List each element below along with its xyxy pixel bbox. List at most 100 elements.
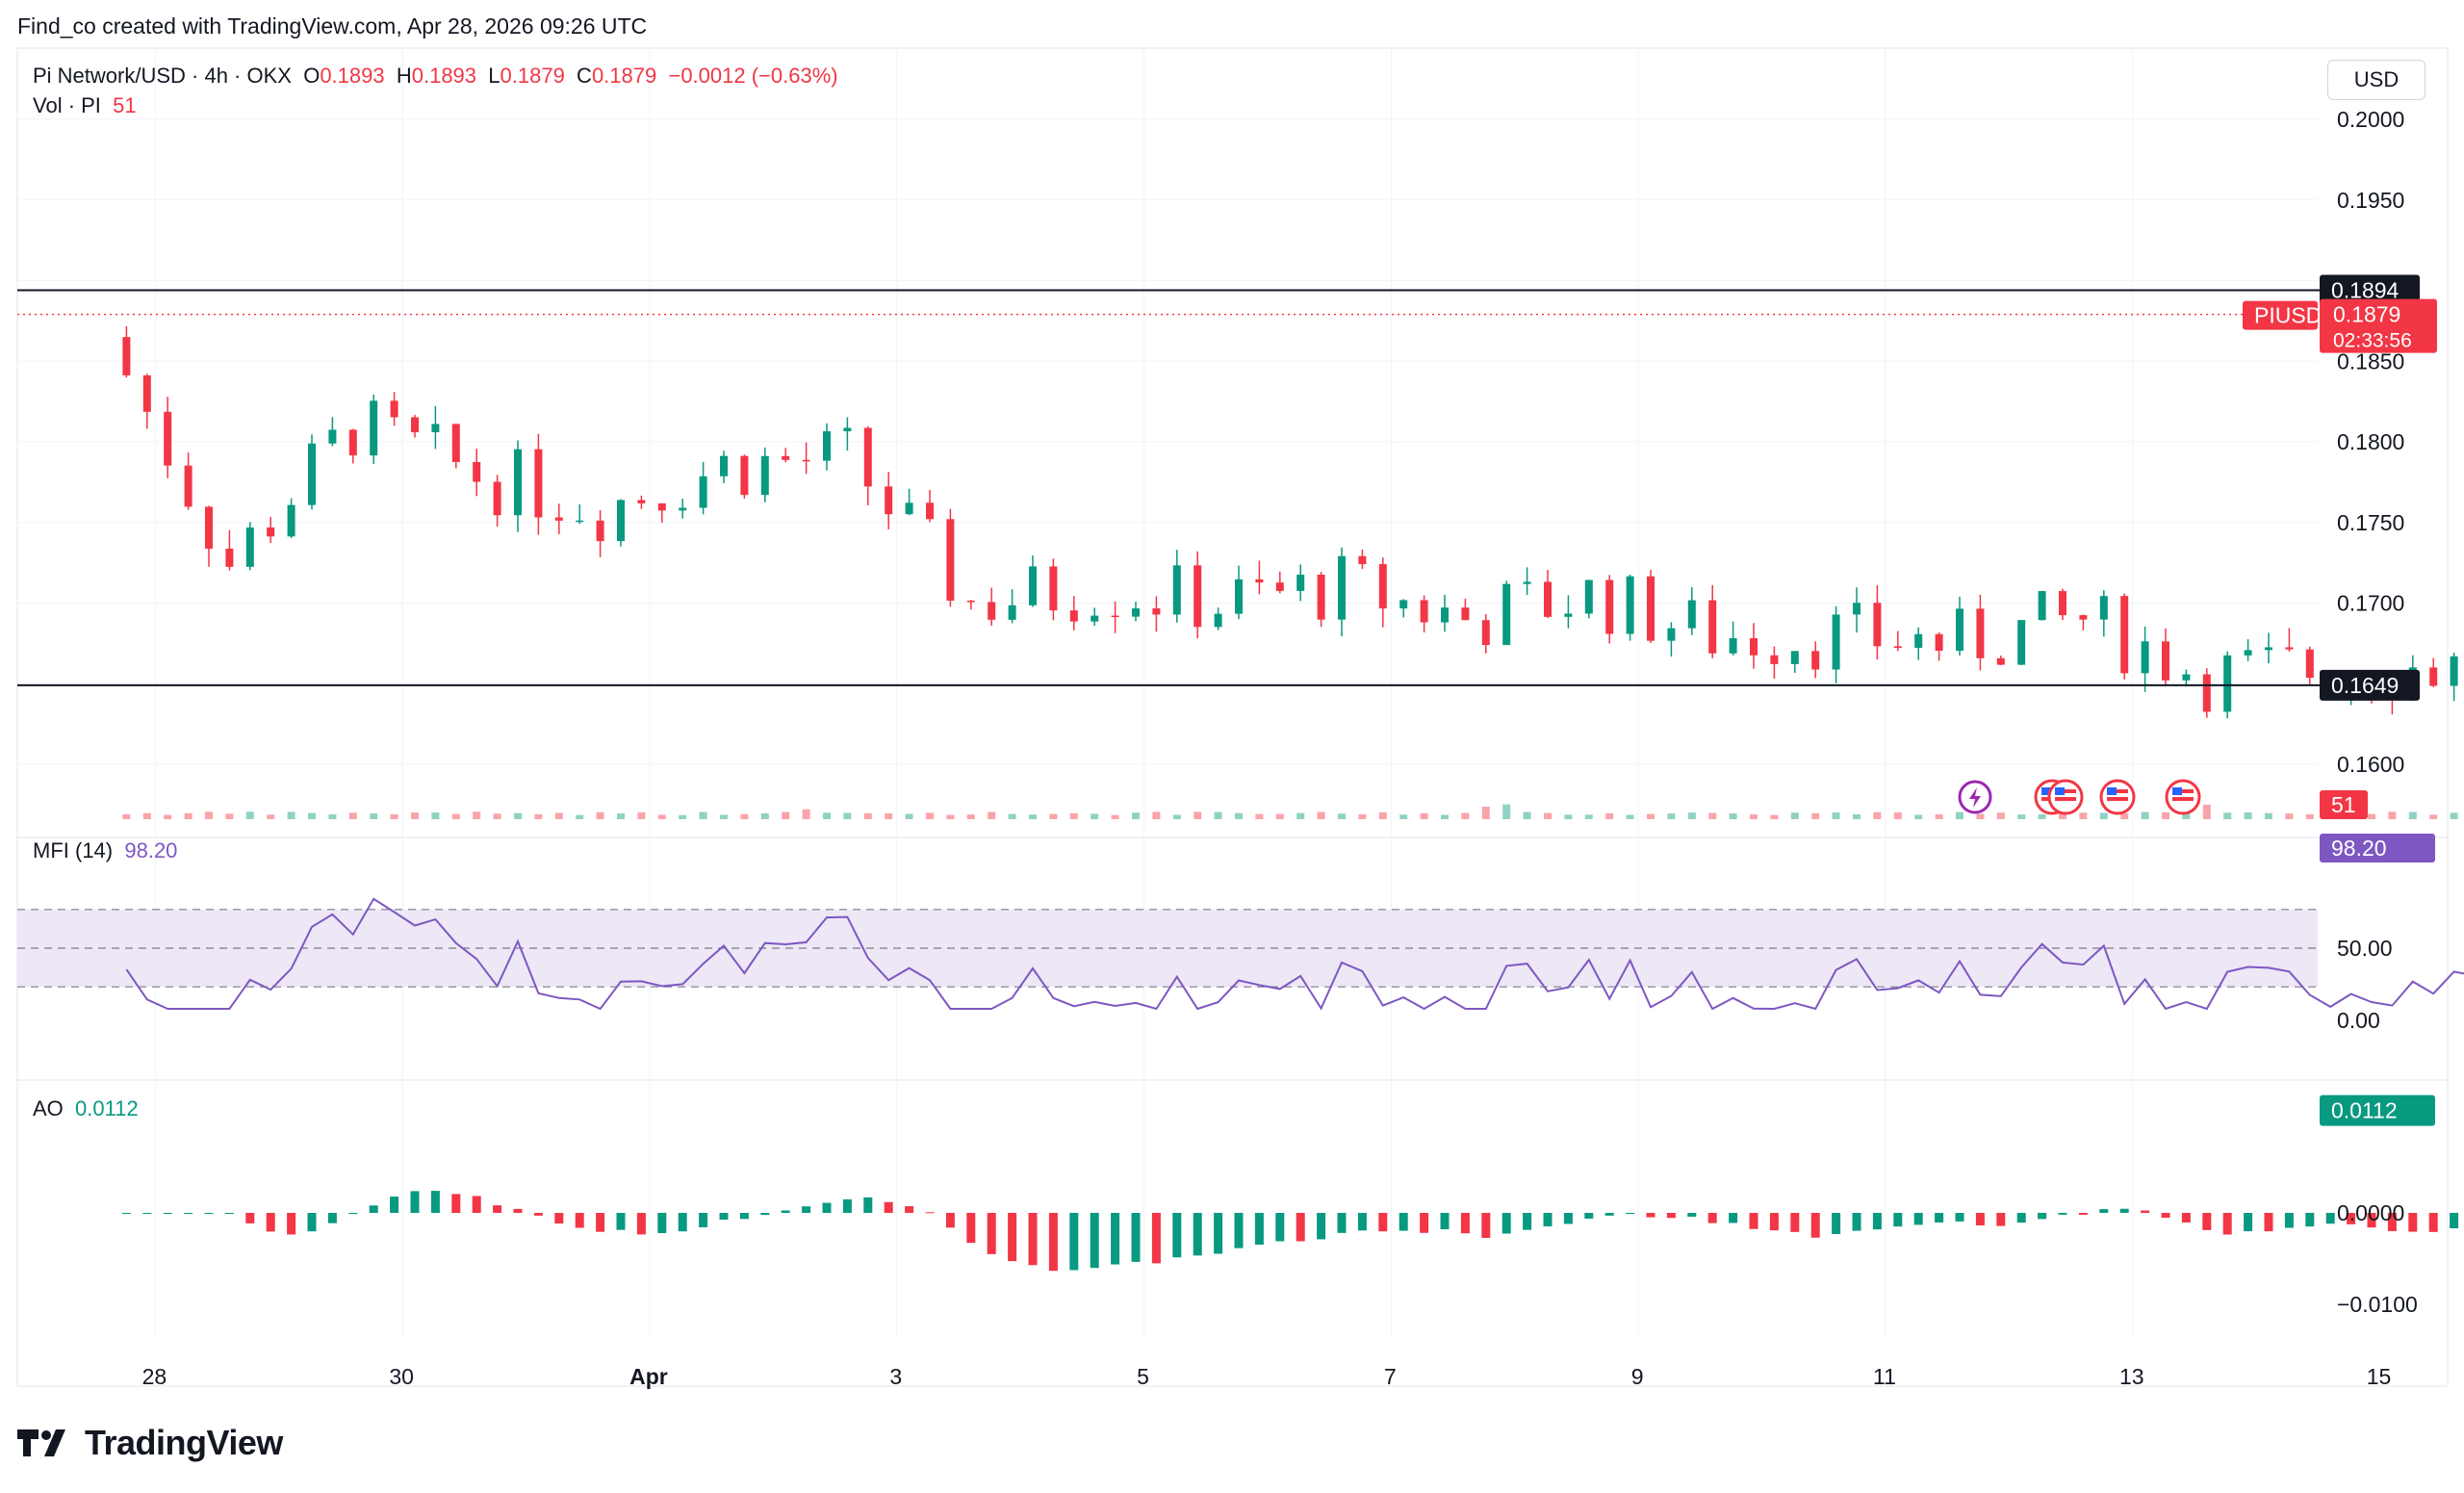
resistance-price-label-bg: [2320, 274, 2420, 306]
candle-body: [720, 455, 728, 476]
volume-bar: [1255, 813, 1264, 819]
ao-bar: [2038, 1213, 2047, 1220]
candle-body: [1605, 579, 1614, 634]
ao-bar: [266, 1213, 275, 1232]
candle-body: [2120, 596, 2129, 674]
ao-bar: [1666, 1213, 1676, 1219]
ao-bar: [2428, 1213, 2438, 1232]
candle-body: [122, 337, 131, 375]
candle-body: [1853, 603, 1861, 615]
candle-body: [2182, 674, 2191, 681]
brand-name: TradingView: [85, 1423, 283, 1462]
flag-stripe: [2055, 789, 2076, 793]
ao-bar: [1893, 1213, 1903, 1227]
chart-frame: [16, 47, 2449, 1387]
volume-bar: [617, 813, 625, 819]
candle-body: [1935, 633, 1943, 652]
volume-bar: [1461, 812, 1470, 819]
volume-bar: [1750, 814, 1758, 819]
candle-body: [245, 527, 254, 567]
candle-body: [679, 507, 687, 511]
candle-body: [699, 476, 707, 508]
ao-bar: [224, 1213, 234, 1214]
ao-bar: [781, 1210, 790, 1213]
ao-bar: [1913, 1213, 1923, 1225]
flag-stripe: [2107, 797, 2128, 801]
candle-body: [1626, 576, 1634, 634]
candle-body: [1378, 564, 1387, 609]
ao-bar: [307, 1213, 317, 1232]
ao-bar: [739, 1213, 749, 1220]
candle-body: [2223, 655, 2232, 712]
candle-body: [1564, 613, 1573, 617]
ao-bar: [1872, 1213, 1882, 1230]
candle-body: [205, 506, 213, 549]
volume-bar: [184, 812, 192, 819]
volume-bar: [740, 813, 749, 819]
volume-bar: [431, 812, 440, 819]
ao-axis-label-bg: [2320, 1094, 2435, 1126]
flag-canton: [2055, 787, 2065, 795]
volume-bar: [1296, 812, 1305, 819]
flag-stripe: [2055, 797, 2076, 801]
volume-bar: [205, 811, 213, 819]
ao-bar: [2099, 1209, 2109, 1213]
ao-bar: [1193, 1213, 1202, 1256]
volume-bar: [657, 814, 666, 819]
candle-body: [142, 374, 151, 412]
candle-body: [1255, 579, 1264, 583]
candle-body: [1914, 633, 1923, 648]
candle-body: [2079, 615, 2088, 620]
volume-bar: [2408, 811, 2417, 819]
candle-body: [1523, 581, 1531, 584]
volume-bar: [1420, 812, 1428, 819]
ao-bar: [1460, 1213, 1470, 1234]
volume-bar: [1832, 812, 1840, 819]
support-price-label: 0.1649: [2331, 673, 2399, 698]
candle-body: [164, 411, 172, 466]
volume-bar: [596, 811, 604, 819]
ao-bar: [1048, 1213, 1058, 1272]
ao-bar: [760, 1213, 770, 1216]
lightning-glyph-icon: [1969, 787, 1981, 808]
candle-body: [1667, 628, 1676, 641]
volume-bar: [679, 814, 687, 819]
ao-bar: [287, 1213, 296, 1235]
ao-bar: [616, 1213, 626, 1230]
volume-bar: [1338, 813, 1346, 819]
ao-bar: [822, 1202, 832, 1213]
price-tick-label: 0.1800: [2337, 429, 2404, 454]
time-tick-label: Apr: [629, 1364, 668, 1389]
ao-bar: [636, 1213, 646, 1235]
volume-bar: [2017, 814, 2026, 819]
ao-bar: [905, 1206, 914, 1213]
candle-body: [1275, 582, 1284, 591]
volume-bar: [2202, 804, 2211, 819]
ao-bar: [966, 1213, 976, 1244]
currency-selector[interactable]: USD: [2327, 60, 2426, 100]
ao-bar: [2058, 1213, 2067, 1215]
ao-bar: [2387, 1213, 2397, 1231]
ao-bar: [1935, 1213, 1944, 1223]
mfi-tick-label: 0.00: [2337, 1008, 2380, 1033]
volume-bar: [1481, 806, 1490, 819]
ao-bar: [1852, 1213, 1861, 1231]
volume-bar: [1790, 812, 1799, 819]
candle-body: [184, 465, 192, 507]
candle-body: [740, 455, 749, 496]
volume-bar: [411, 812, 419, 819]
flag-stripe: [2172, 797, 2194, 801]
volume-bar: [1544, 812, 1552, 819]
flag-stripe: [2107, 789, 2128, 793]
candle-body: [1420, 600, 1428, 623]
volume-bar: [287, 811, 295, 819]
candle-body: [2017, 620, 2026, 665]
volume-bar: [1358, 813, 1367, 819]
candle-body: [1956, 608, 1964, 652]
volume-bar: [2223, 812, 2232, 819]
time-tick-label: 5: [1137, 1364, 1149, 1389]
time-tick-label: 15: [2367, 1364, 2392, 1389]
candle-body: [1873, 603, 1882, 647]
time-tick-label: 3: [889, 1364, 902, 1389]
